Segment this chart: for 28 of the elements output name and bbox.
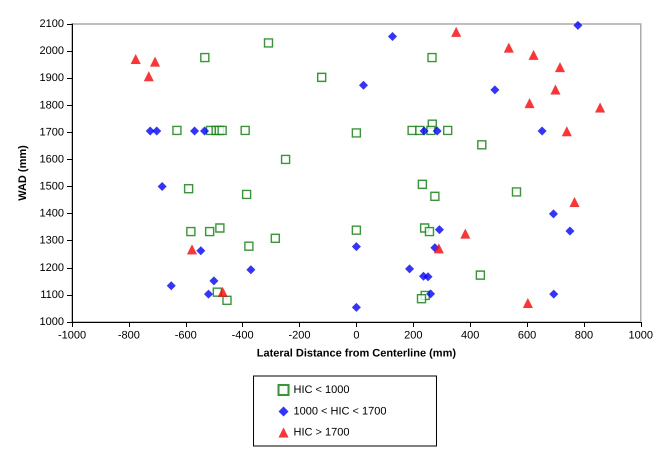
x-tick-label: 0 xyxy=(353,330,360,342)
x-axis-title: Lateral Distance from Centerline (mm) xyxy=(256,348,456,360)
y-tick-label: 1800 xyxy=(40,99,64,112)
y-tick-label: 1900 xyxy=(40,72,64,84)
x-tick-label: 200 xyxy=(404,330,422,342)
y-tick-label: 1000 xyxy=(40,316,64,328)
x-tick-label: 800 xyxy=(574,330,594,342)
y-axis-title: WAD (mm) xyxy=(17,144,30,201)
y-tick-label: 1200 xyxy=(40,262,64,274)
y-tick-label: 1600 xyxy=(40,153,64,166)
y-tick-label: 1300 xyxy=(40,234,64,247)
legend-label: HIC > 1700 xyxy=(294,426,350,438)
x-tick-label: 1000 xyxy=(628,330,654,342)
y-tick-label: 1700 xyxy=(40,126,64,138)
y-tick-label: 1400 xyxy=(40,208,64,220)
y-tick-label: 1500 xyxy=(40,180,64,193)
x-tick-label: 400 xyxy=(460,330,480,342)
legend-label: HIC < 1000 xyxy=(294,384,350,396)
x-tick-label: 600 xyxy=(518,330,536,342)
y-tick-label: 1100 xyxy=(40,288,64,301)
x-tick-label: -800 xyxy=(118,330,140,342)
y-tick-label: 2000 xyxy=(40,45,64,58)
x-tick-label: -1000 xyxy=(58,330,86,342)
x-tick-label: -200 xyxy=(288,330,311,342)
legend-label: 1000 < HIC < 1700 xyxy=(294,406,386,418)
x-tick-label: -600 xyxy=(174,330,197,342)
x-tick-label: -400 xyxy=(232,330,254,342)
y-tick-label: 2100 xyxy=(40,18,64,30)
